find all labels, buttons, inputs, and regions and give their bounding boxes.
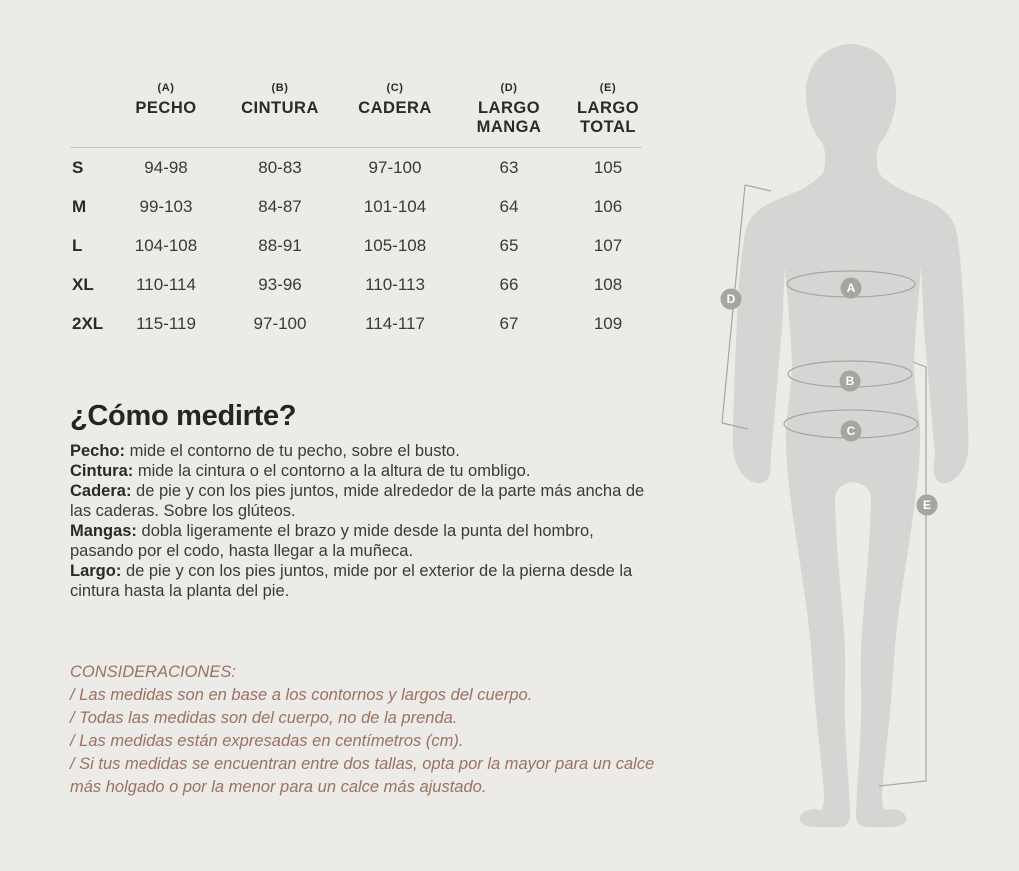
cell-cintura: 88-91 (258, 235, 302, 255)
size-label: M (72, 196, 87, 216)
cell-largo-manga: 67 (499, 313, 519, 333)
cell-largo-manga: 63 (499, 157, 519, 177)
header-name-largo-total: LARGO TOTAL (576, 99, 640, 136)
marker-b-badge (839, 370, 861, 392)
cell-cadera: 114-117 (365, 313, 425, 333)
measure-markers: A B C D E (720, 277, 938, 516)
marker-d-letter: D (727, 292, 736, 306)
header-largo-total: (E) LARGO TOTAL (574, 81, 642, 137)
definition-pecho: Pecho: mide el contorno de tu pecho, sob… (70, 441, 648, 461)
considerations-title: CONSIDERACIONES: (70, 663, 236, 681)
cell-pecho: 110-114 (136, 274, 196, 294)
cell-largo-total: 105 (593, 157, 623, 177)
table-row-2xl: 2XL 115-119 97-100 114-117 67 109 (70, 304, 642, 343)
consideration-item: / Si tus medidas se encuentran entre dos… (70, 755, 655, 796)
size-table: (A) PECHO (B) CINTURA (C) CADERA (D) LAR… (70, 78, 642, 343)
header-name-cintura: CINTURA (241, 99, 319, 117)
cell-largo-total: 108 (593, 274, 623, 294)
header-letter-d: (D) (500, 82, 518, 94)
definition-label: Pecho: (70, 442, 126, 460)
marker-c-badge (840, 420, 862, 442)
cell-cintura: 84-87 (258, 196, 302, 216)
size-label: 2XL (72, 313, 104, 333)
cell-pecho: 94-98 (144, 157, 188, 177)
header-letter-b: (B) (271, 82, 289, 94)
definition-label: Largo: (70, 562, 122, 580)
cell-largo-total: 106 (593, 196, 623, 216)
consideration-item: / Todas las medidas son del cuerpo, no d… (70, 709, 458, 727)
definition-cintura: Cintura: mide la cintura o el contorno a… (70, 461, 648, 481)
definition-label: Cintura: (70, 462, 134, 480)
definition-text: mide la cintura o el contorno a la altur… (137, 462, 531, 480)
cell-cadera: 97-100 (368, 157, 422, 177)
definition-mangas: Mangas: dobla ligeramente el brazo y mid… (70, 521, 648, 561)
marker-b-letter: B (846, 374, 855, 388)
header-letter-a: (A) (157, 82, 175, 94)
cell-pecho: 99-103 (139, 196, 193, 216)
cell-largo-total: 109 (593, 313, 623, 333)
definition-cadera: Cadera: de pie y con los pies juntos, mi… (70, 481, 648, 521)
definition-largo: Largo: de pie y con los pies juntos, mid… (70, 561, 648, 601)
total-length-measure-line (878, 361, 927, 787)
body-figure: A B C D E (720, 44, 969, 827)
table-row-s: S 94-98 80-83 97-100 63 105 (70, 148, 642, 187)
cell-cadera: 105-108 (363, 235, 427, 255)
marker-e-letter: E (923, 498, 931, 512)
header-name-cadera: CADERA (358, 99, 432, 117)
consideration-item: / Las medidas están expresadas en centím… (70, 732, 464, 750)
header-name-pecho: PECHO (135, 99, 197, 117)
marker-c-letter: C (847, 424, 856, 438)
header-cadera: (C) CADERA (346, 81, 444, 118)
header-cintura: (B) CINTURA (214, 81, 346, 118)
marker-d-badge (720, 288, 742, 310)
definition-label: Cadera: (70, 482, 132, 500)
header-largo-manga: (D) LARGO MANGA (444, 81, 574, 137)
size-label: S (72, 157, 84, 177)
header-letter-e: (E) (599, 82, 617, 94)
consideration-item: / Las medidas son en base a los contorno… (70, 686, 533, 704)
header-pecho: (A) PECHO (118, 81, 214, 118)
marker-a-letter: A (847, 281, 856, 295)
table-row-xl: XL 110-114 93-96 110-113 66 108 (70, 265, 642, 304)
considerations-section: CONSIDERACIONES: / Las medidas son en ba… (70, 661, 662, 799)
cell-largo-manga: 66 (499, 274, 519, 294)
size-table-header: (A) PECHO (B) CINTURA (C) CADERA (D) LAR… (70, 78, 642, 148)
cell-pecho: 115-119 (136, 313, 196, 333)
cell-cintura: 97-100 (253, 313, 307, 333)
cell-largo-manga: 64 (499, 196, 519, 216)
size-label: L (72, 235, 83, 255)
cell-cadera: 110-113 (365, 274, 425, 294)
table-row-m: M 99-103 84-87 101-104 64 106 (70, 187, 642, 226)
definition-text: dobla ligeramente el brazo y mide desde … (70, 522, 594, 560)
cell-pecho: 104-108 (134, 235, 198, 255)
definition-label: Mangas: (70, 522, 137, 540)
size-table-body: S 94-98 80-83 97-100 63 105 M 99-103 84-… (70, 148, 642, 343)
cell-largo-manga: 65 (499, 235, 519, 255)
header-name-largo-manga: LARGO MANGA (476, 99, 542, 136)
cell-largo-total: 107 (593, 235, 623, 255)
marker-a-badge (840, 277, 862, 299)
definition-text: de pie y con los pies juntos, mide alred… (70, 482, 645, 520)
size-label: XL (72, 274, 94, 294)
header-letter-c: (C) (386, 82, 404, 94)
cell-cadera: 101-104 (363, 196, 427, 216)
marker-e-badge (916, 494, 938, 516)
measure-definitions: Pecho: mide el contorno de tu pecho, sob… (70, 441, 648, 601)
cell-cintura: 93-96 (258, 274, 302, 294)
definition-text: de pie y con los pies juntos, mide por e… (70, 562, 633, 600)
table-row-l: L 104-108 88-91 105-108 65 107 (70, 226, 642, 265)
cell-cintura: 80-83 (258, 157, 302, 177)
definition-text: mide el contorno de tu pecho, sobre el b… (129, 442, 460, 460)
how-to-measure-title: ¿Cómo medirte? (70, 400, 297, 432)
